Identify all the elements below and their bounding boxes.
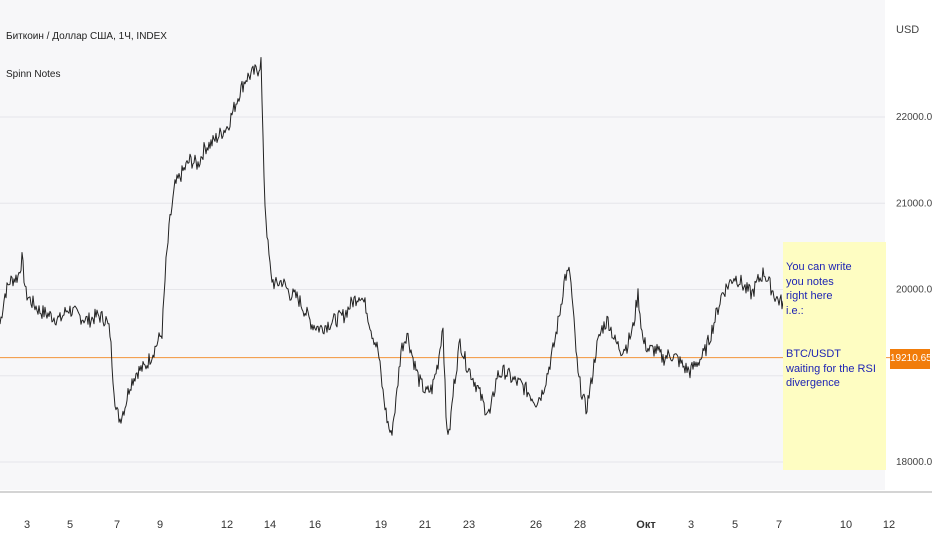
y-tick-label: 22000.00: [896, 112, 932, 123]
x-tick-label: 23: [463, 519, 475, 531]
price-series-line-0: [0, 57, 864, 436]
y-tick-label: 20000.00: [896, 285, 932, 296]
x-tick-label: 26: [530, 519, 542, 531]
x-tick-label: 16: [309, 519, 321, 531]
y-tick-label: 18000.00: [896, 457, 932, 468]
x-tick-label: 12: [221, 519, 233, 531]
y-tick-label: 21000.00: [896, 198, 932, 209]
note-text: You can write you notes right here i.e.:…: [786, 261, 876, 389]
chart-plot-area[interactable]: [0, 0, 885, 490]
x-tick-label: 5: [732, 519, 738, 531]
x-tick-label: 19: [375, 519, 387, 531]
last-price-label: 19210.65: [890, 349, 932, 369]
x-tick-label: 9: [157, 519, 163, 531]
x-tick-label: 5: [67, 519, 73, 531]
grid-lines: [0, 116, 932, 493]
y-axis: 22000.00 21000.00 20000.00 18000.00: [896, 112, 932, 468]
x-tick-label: 10: [840, 519, 852, 531]
chart-title: Биткоин / Доллар США, 1Ч, INDEX: [6, 31, 167, 42]
indicator-label[interactable]: Spinn Notes: [6, 69, 61, 80]
currency-label: USD: [896, 24, 920, 36]
x-tick-label: 7: [114, 519, 120, 531]
x-tick-label: 3: [688, 519, 694, 531]
x-tick-label: 21: [419, 519, 431, 531]
x-tick-label: Окт: [636, 519, 656, 531]
note-box[interactable]: [783, 242, 886, 470]
x-tick-label: 7: [776, 519, 782, 531]
x-axis: 3 5 7 9 12 14 16 19 21 23 26 28 Окт 3 5 7 10 12: [24, 519, 895, 531]
price-series: [0, 57, 864, 436]
x-tick-label: 14: [264, 519, 276, 531]
x-tick-label: 12: [883, 519, 895, 531]
x-tick-label: 3: [24, 519, 30, 531]
x-tick-label: 28: [574, 519, 586, 531]
